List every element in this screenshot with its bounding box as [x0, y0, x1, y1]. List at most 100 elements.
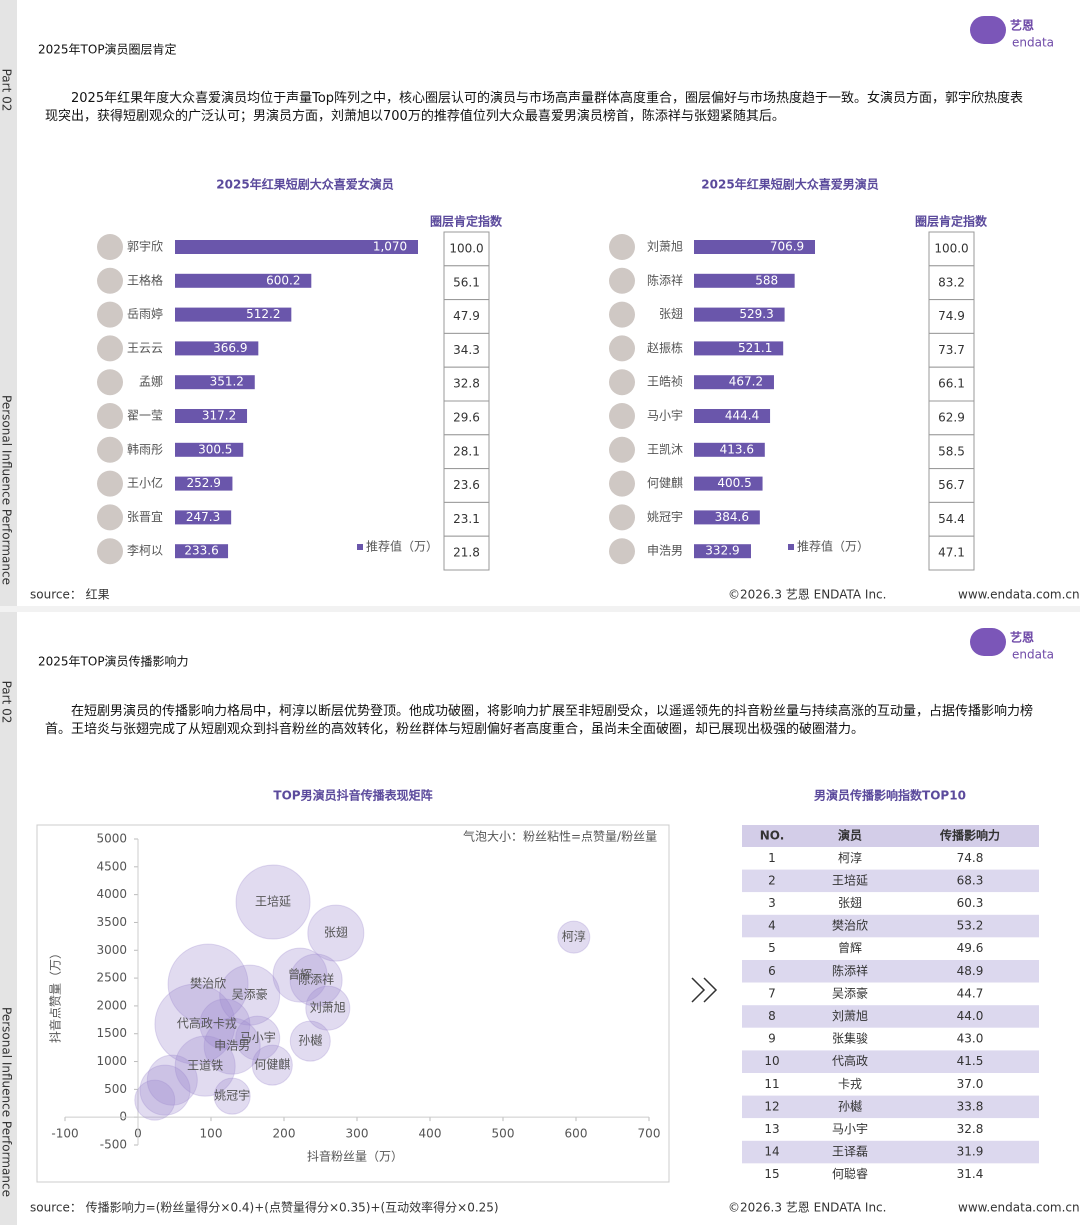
actor-name: 陈添祥: [647, 272, 683, 287]
index-value: 32.8: [453, 377, 480, 391]
table-row: [742, 937, 1039, 960]
index-cell: [443, 501, 490, 537]
legend-label: 推荐值（万）: [797, 539, 869, 554]
chart-title: 2025年红果短剧大众喜爱女演员: [216, 177, 393, 192]
bubble-label: 王培延: [255, 894, 291, 909]
index-value: 56.1: [453, 275, 480, 289]
paragraph: 在短剧男演员的传播影响力格局中，柯淳以断层优势登顶。他成功破圈，将影响力扩展至非…: [45, 704, 1034, 737]
actor-name: 岳雨婷: [127, 306, 163, 321]
side-label: Personal Influence Performance: [0, 1007, 14, 1197]
table-row: [742, 892, 1039, 915]
index-value: 56.7: [938, 478, 965, 492]
bubble-label: 陈添祥: [298, 972, 334, 987]
bubble: [203, 1017, 261, 1075]
index-value: 100.0: [934, 242, 968, 256]
value-label: 252.9: [187, 476, 221, 490]
avatar: [97, 301, 123, 328]
bar: [175, 544, 229, 559]
website: www.endata.com.cn: [958, 588, 1080, 602]
table-cell: 68.3: [957, 873, 984, 887]
table-row: [742, 914, 1039, 938]
index-title: 圈层肯定指数: [430, 214, 503, 229]
avatar: [609, 403, 635, 429]
avatar: [609, 538, 635, 565]
table-cell: 10: [764, 1054, 779, 1068]
bar: [694, 273, 795, 288]
x-tick-label: -100: [51, 1127, 78, 1141]
actor-name: 翟一莹: [127, 409, 163, 423]
y-tick-label: 2500: [96, 971, 127, 985]
bubble: [272, 947, 328, 1003]
bubble-label: 马小宇: [240, 1031, 276, 1045]
table-cell: 6: [768, 964, 776, 978]
index-value: 23.6: [453, 478, 480, 492]
index-value: 62.9: [938, 411, 965, 425]
actor-name: 李柯以: [127, 543, 163, 558]
bubble-label: 张翅: [324, 925, 348, 940]
table-cell: 60.3: [957, 896, 984, 910]
table-cell: 1: [768, 851, 776, 865]
bar: [694, 375, 774, 390]
bubble-label: 申浩男: [214, 1039, 250, 1053]
table-cell: 4: [768, 919, 776, 933]
y-tick-label: 4000: [96, 887, 127, 901]
table-cell: 卡戎: [838, 1077, 862, 1091]
bar: [175, 307, 292, 322]
chart-title: 2025年红果短剧大众喜爱男演员: [701, 177, 878, 192]
index-cell: [443, 366, 490, 402]
actor-name: 孟娜: [139, 375, 163, 389]
index-value: 58.5: [938, 444, 965, 458]
page-title: 2025年TOP演员圈层肯定: [38, 42, 177, 57]
table-row: [742, 1118, 1039, 1141]
table-cell: 13: [764, 1122, 779, 1136]
value-label: 444.4: [725, 409, 759, 423]
table-cell: 53.2: [957, 919, 984, 933]
table-row: [742, 982, 1039, 1006]
index-cell: [443, 468, 490, 503]
index-cell: [443, 535, 490, 571]
table-cell: 3: [768, 896, 776, 910]
value-label: 317.2: [202, 409, 236, 423]
table-cell: 7: [768, 986, 776, 1000]
table-cell: 44.0: [957, 1009, 984, 1023]
bar: [694, 544, 751, 559]
y-tick-label: 4500: [96, 859, 127, 873]
bubble-label: 卡戎: [213, 1017, 237, 1031]
actor-name: 韩雨彤: [127, 441, 163, 456]
avatar: [609, 504, 635, 531]
bar: [175, 240, 418, 254]
bar: [694, 476, 763, 491]
bar: [694, 341, 784, 356]
table-cell: 吴添豪: [832, 985, 868, 1000]
index-cell: [928, 332, 975, 368]
x-tick-label: 300: [346, 1127, 369, 1141]
avatar: [97, 267, 123, 294]
index-value: 54.4: [938, 512, 965, 526]
bubble: [174, 1035, 236, 1097]
avatar: [609, 267, 635, 294]
index-value: 74.9: [938, 309, 965, 323]
table-row: [742, 1050, 1039, 1073]
table-cell: 张集骏: [832, 1031, 868, 1046]
index-cell: [443, 231, 490, 267]
y-tick-label: 1000: [96, 1054, 127, 1068]
table-cell: 王译磊: [832, 1145, 868, 1159]
table-cell: 49.6: [957, 941, 984, 955]
table-row: [742, 960, 1039, 983]
logo-en: endata: [1012, 36, 1054, 50]
legend-swatch: [788, 544, 794, 550]
copyright: ©2026.3 艺恩 ENDATA Inc.: [728, 588, 886, 602]
table-cell: 41.5: [957, 1054, 984, 1068]
bubble: [235, 1015, 281, 1061]
index-value: 66.1: [938, 377, 965, 391]
table-cell: 31.9: [957, 1145, 984, 1159]
table-cell: 5: [768, 941, 776, 955]
logo-en: endata: [1012, 648, 1054, 662]
bubble: [307, 904, 365, 962]
bubble: [213, 1077, 251, 1115]
x-tick-label: 200: [273, 1127, 296, 1141]
index-value: 47.9: [453, 309, 480, 323]
bubble-label: 何健麒: [254, 1057, 290, 1072]
index-cell: [928, 501, 975, 537]
